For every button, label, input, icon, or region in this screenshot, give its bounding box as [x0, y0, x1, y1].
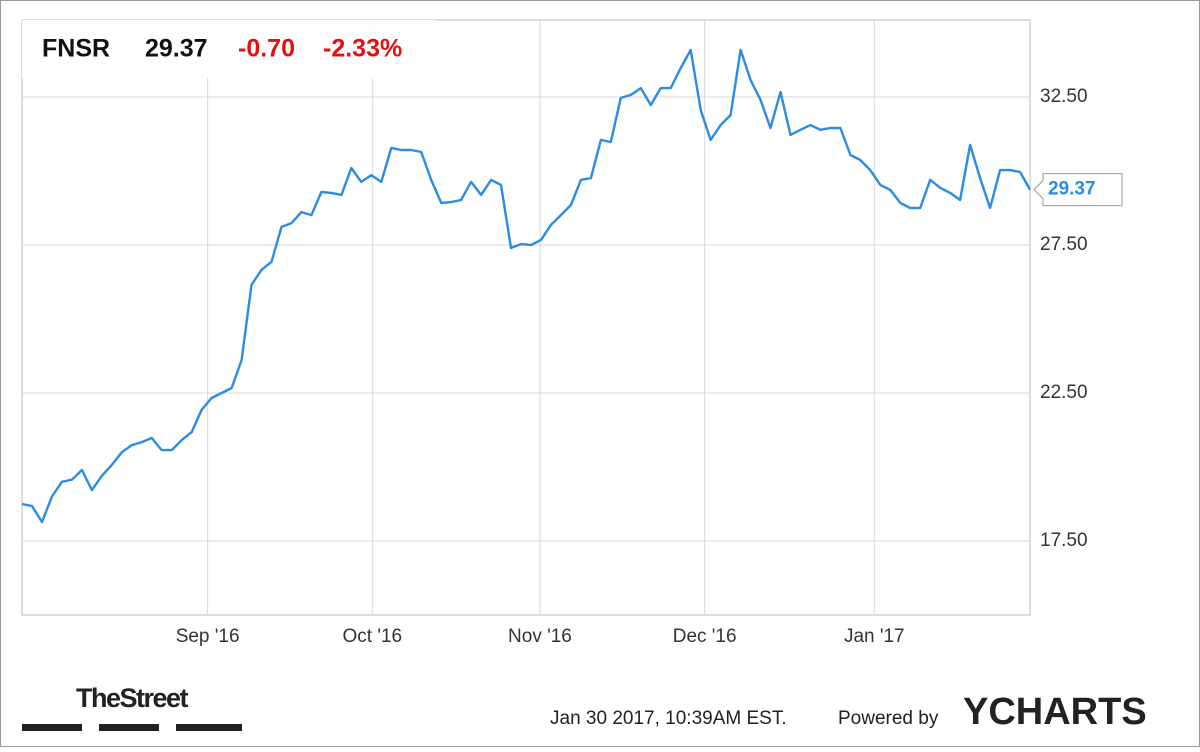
- powered-by: Powered by: [838, 708, 939, 729]
- ticker: FNSR: [42, 35, 110, 63]
- x-tick-label: Sep '16: [176, 626, 240, 647]
- x-tick-label: Nov '16: [508, 626, 572, 647]
- brand: TheStreet: [76, 683, 189, 713]
- brand-bar: [99, 724, 159, 731]
- y-tick-label: 27.50: [1040, 234, 1088, 255]
- change: -0.70: [238, 35, 295, 63]
- last-price-box: [1033, 173, 1123, 207]
- header-box: [22, 20, 436, 78]
- x-tick-label: Oct '16: [343, 626, 403, 647]
- y-tick-label: 17.50: [1040, 530, 1088, 551]
- y-tick-label: 22.50: [1040, 382, 1088, 403]
- x-tick-label: Jan '17: [844, 626, 905, 647]
- x-tick-label: Dec '16: [673, 626, 737, 647]
- y-tick-label: 32.50: [1040, 86, 1088, 107]
- change-percent: -2.33%: [323, 35, 402, 63]
- brand-bar: [22, 724, 82, 731]
- plot-area: [21, 19, 1031, 616]
- last-price-label: 29.37: [1048, 179, 1096, 200]
- price-line: [21, 48, 1032, 524]
- timestamp: Jan 30 2017, 10:39AM EST.: [550, 708, 787, 729]
- price: 29.37: [145, 35, 208, 63]
- brand-bar: [176, 724, 242, 731]
- ycharts-logo: YCHARTS: [963, 691, 1147, 733]
